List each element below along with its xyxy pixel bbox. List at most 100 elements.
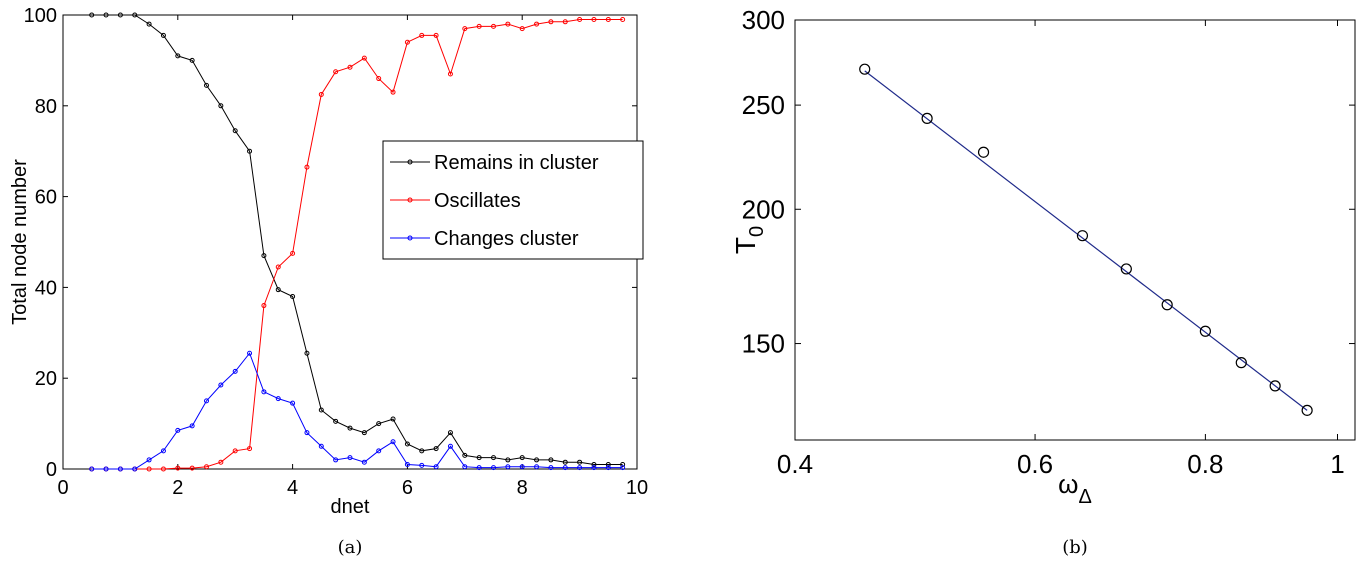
data-point: [290, 400, 296, 406]
data-point: [132, 466, 138, 472]
data-point: [275, 287, 281, 293]
data-point: [146, 466, 152, 472]
data-point: [404, 461, 410, 467]
data-point: [361, 459, 367, 465]
data-point: [275, 264, 281, 270]
data-point: [447, 430, 453, 436]
data-point: [476, 465, 482, 471]
data-point: [175, 465, 181, 471]
x-axis-label-b: ωΔ: [1058, 469, 1092, 508]
data-point: [218, 459, 224, 465]
data-point: [562, 19, 568, 25]
y-axis-label-b: T0: [730, 226, 768, 254]
y-tick-label-a: 100: [24, 5, 57, 27]
data-point: [404, 39, 410, 45]
data-point: [275, 396, 281, 402]
data-point: [376, 76, 382, 82]
x-tick-label-b: 0.8: [1187, 449, 1223, 479]
data-point: [977, 146, 990, 158]
data-point: [318, 407, 324, 413]
data-point: [103, 12, 109, 18]
data-point: [1161, 299, 1173, 311]
data-point: [620, 465, 626, 471]
data-point: [232, 448, 238, 454]
legend-label: Changes cluster: [434, 228, 579, 250]
data-point: [462, 464, 468, 470]
y-tick-label-b: 300: [742, 5, 785, 35]
y-tick-label-a: 60: [35, 187, 57, 209]
x-tick-label-a: 6: [402, 477, 413, 499]
data-point: [605, 461, 611, 467]
data-point: [333, 418, 339, 424]
data-point: [89, 12, 95, 18]
data-point: [160, 466, 166, 472]
x-tick-label-b: 0.4: [777, 449, 813, 479]
data-point: [534, 21, 540, 27]
data-point: [433, 32, 439, 38]
data-point: [318, 91, 324, 97]
legend-label: Oscillates: [434, 190, 521, 212]
x-tick-label-b: 1: [1330, 449, 1344, 479]
data-point: [519, 464, 525, 470]
legend-label: Remains in cluster: [434, 152, 599, 174]
data-point: [577, 17, 583, 23]
data-point: [304, 350, 310, 356]
data-point: [189, 57, 195, 63]
data-point: [462, 26, 468, 32]
data-point: [462, 452, 468, 458]
data-point: [376, 448, 382, 454]
panel-caption-b: (b): [1062, 537, 1088, 558]
data-point: [347, 64, 353, 70]
x-tick-label-a: 8: [517, 477, 528, 499]
data-point: [591, 17, 597, 23]
data-point: [146, 21, 152, 27]
data-point: [218, 382, 224, 388]
data-point: [419, 448, 425, 454]
data-point: [218, 103, 224, 109]
data-point: [232, 368, 238, 374]
data-point: [548, 19, 554, 25]
data-point: [562, 465, 568, 471]
data-point: [548, 457, 554, 463]
y-tick-label-a: 80: [35, 96, 57, 118]
data-point: [160, 448, 166, 454]
data-point: [605, 465, 611, 471]
data-point: [247, 350, 253, 356]
x-tick-label-a: 10: [626, 477, 648, 499]
data-point: [247, 148, 253, 154]
y-tick-label-b: 250: [742, 90, 785, 120]
data-point: [232, 128, 238, 134]
data-point: [1199, 325, 1211, 337]
y-tick-label-b: 200: [742, 194, 785, 224]
data-point: [146, 457, 152, 463]
data-point: [447, 443, 453, 449]
data-point: [261, 253, 267, 259]
data-point: [290, 250, 296, 256]
data-point: [304, 164, 310, 170]
data-point: [548, 465, 554, 471]
data-point: [175, 427, 181, 433]
data-point: [376, 421, 382, 427]
legend-entries-a: Remains in cluster Oscillates Changes clus…: [390, 152, 599, 250]
data-point: [318, 443, 324, 449]
data-point: [189, 465, 195, 471]
x-tick-label-a: 0: [57, 477, 68, 499]
data-point: [921, 112, 933, 124]
data-point: [1120, 263, 1132, 275]
data-point: [361, 55, 367, 61]
series-line-3: [91, 352, 623, 470]
legend-a: Remains in cluster Oscillates Changes clus…: [382, 140, 644, 260]
y-tick-label-a: 20: [35, 368, 57, 390]
data-point: [290, 293, 296, 299]
data-point: [347, 425, 353, 431]
legend-marker: [407, 197, 413, 203]
data-point: [620, 17, 626, 23]
x-tick-label-b: 0.6: [1017, 449, 1053, 479]
data-point: [491, 465, 496, 471]
data-point: [534, 457, 540, 463]
x-tick-label-a: 4: [287, 477, 298, 499]
data-point: [605, 17, 611, 23]
data-point: [505, 464, 511, 470]
